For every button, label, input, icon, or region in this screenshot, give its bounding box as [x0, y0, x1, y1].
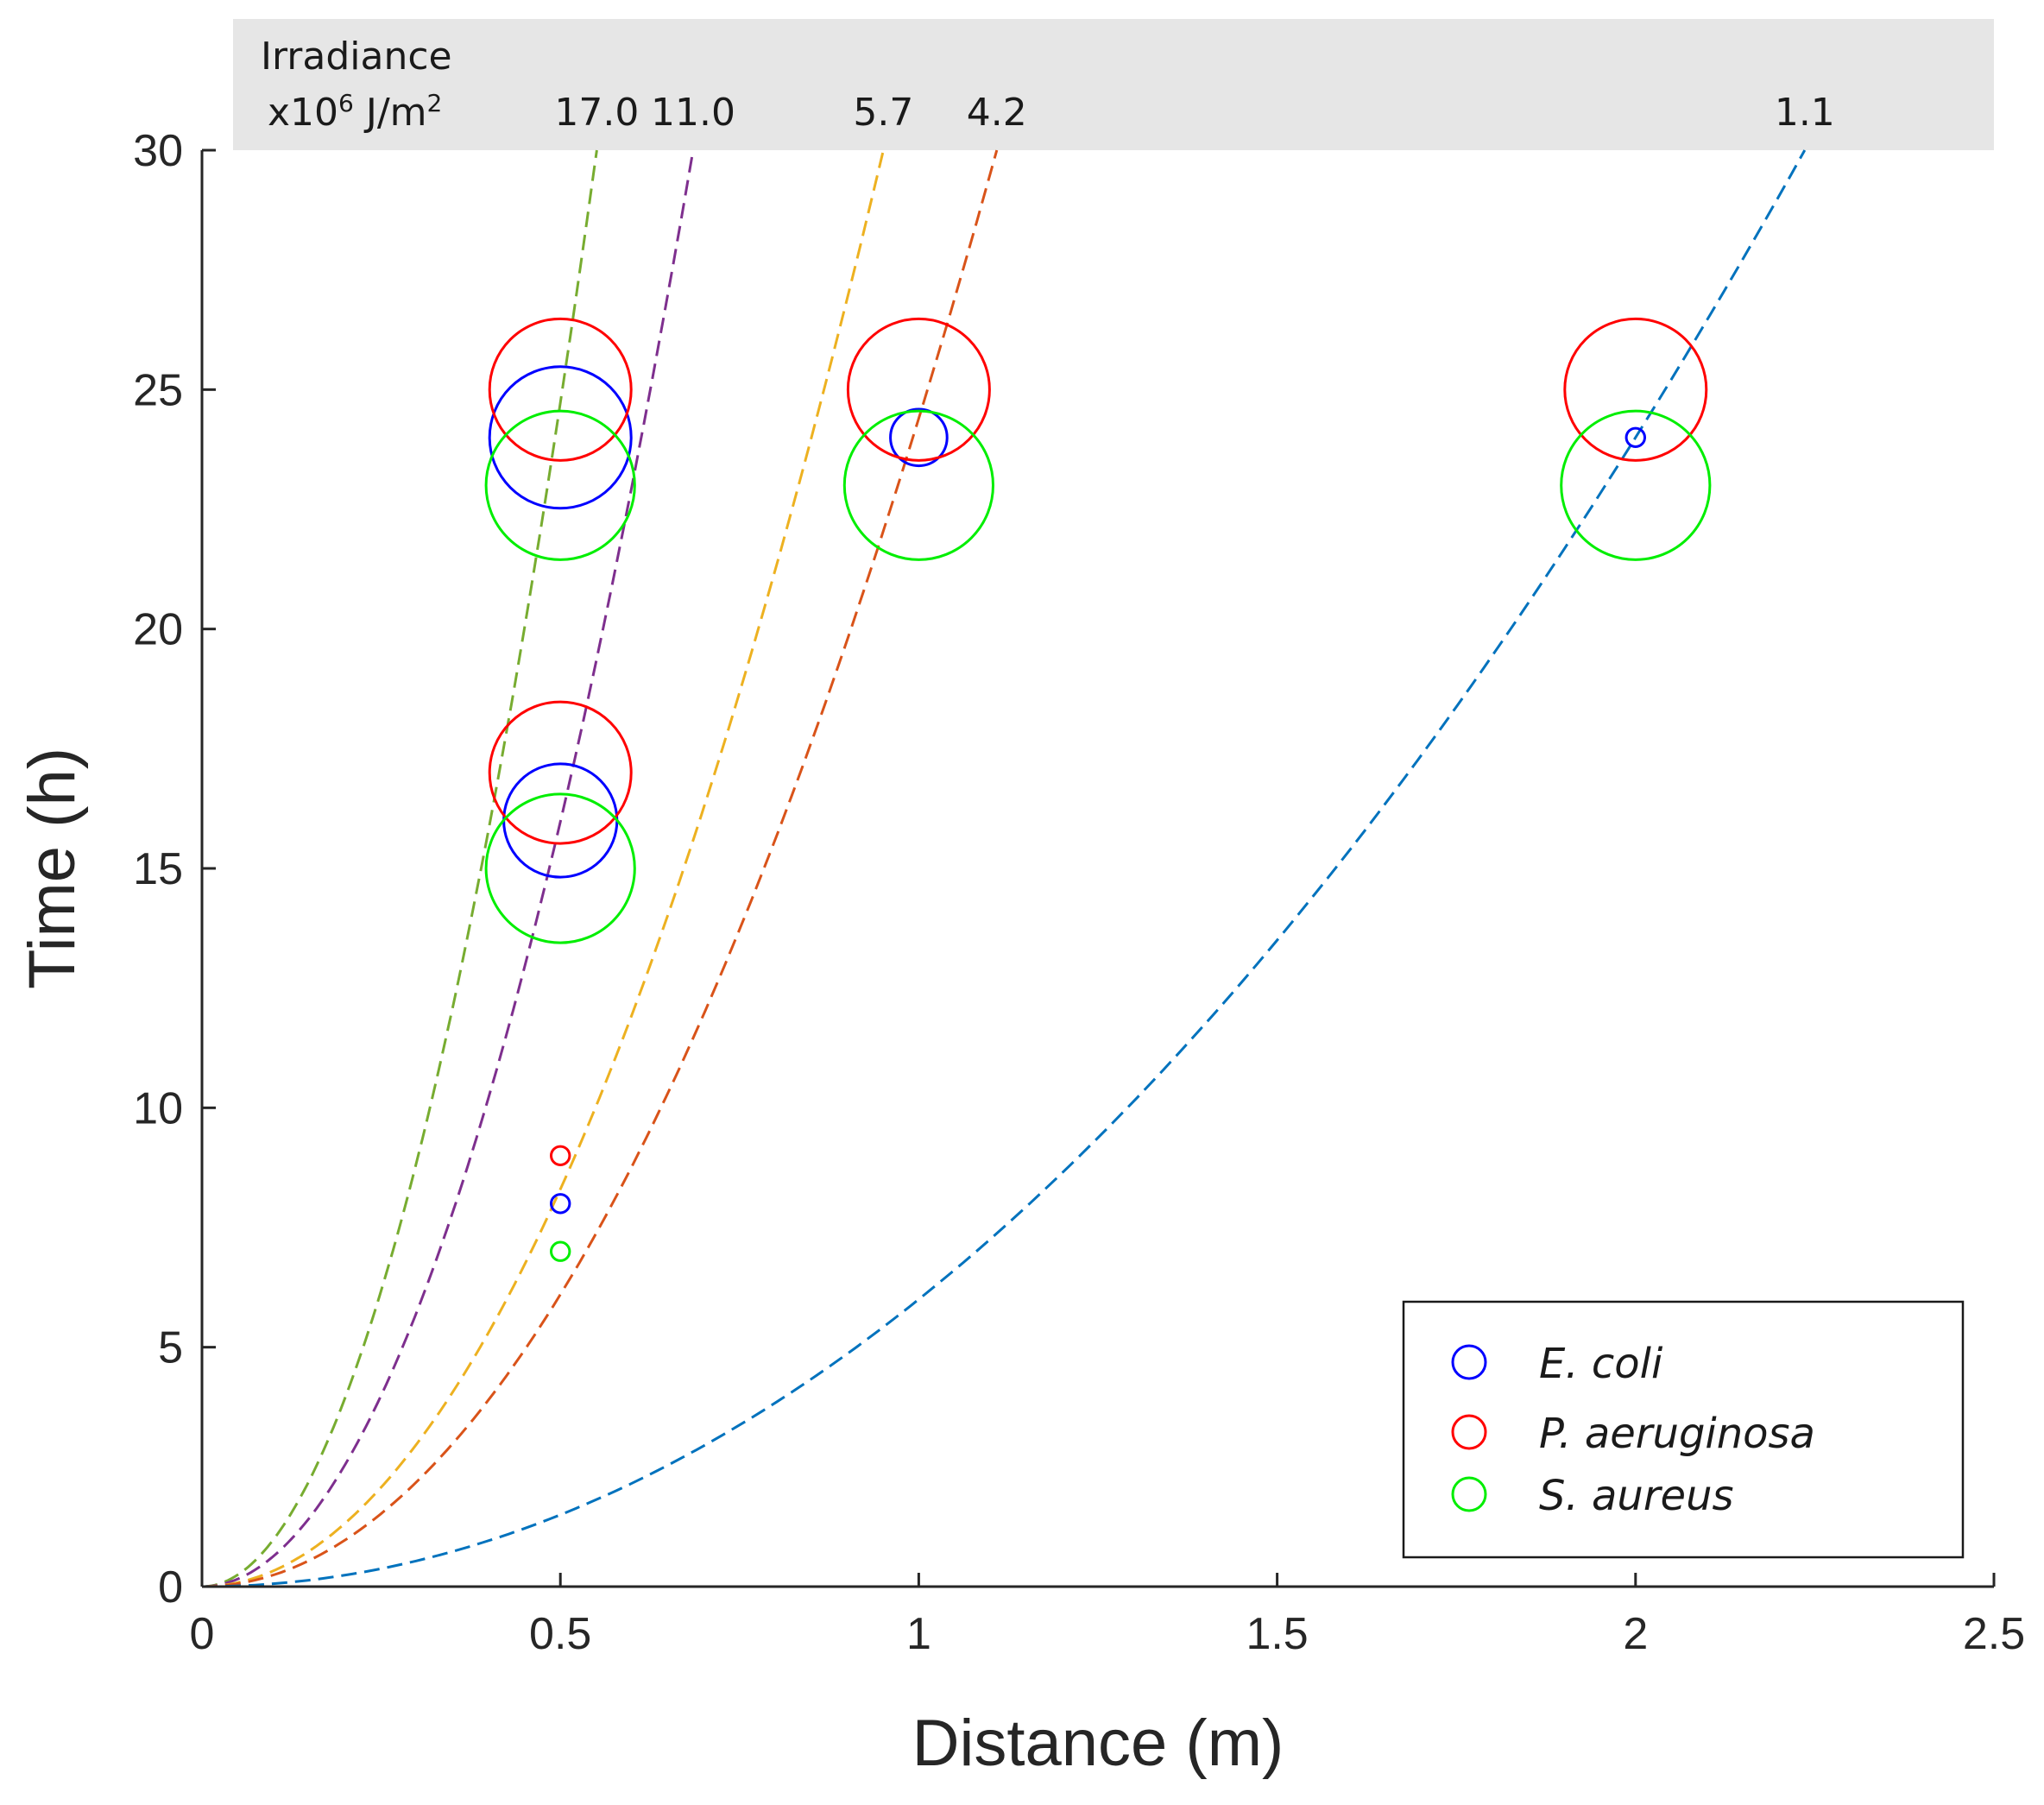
y-axis-title: Time (h): [16, 748, 89, 989]
marker-s-aureus: [550, 1240, 571, 1262]
legend-marker-e-coli: [1451, 1344, 1487, 1380]
y-tick-label: 20: [133, 605, 183, 655]
marker-e-coli: [889, 407, 949, 468]
legend-label-s-aureus: S. aureus: [1539, 1472, 1734, 1520]
irradiance-label: Irradiance: [261, 35, 452, 79]
legend-marker-p-aeruginosa: [1451, 1414, 1487, 1450]
curve-irradiance-11-0: [201, 149, 695, 1588]
marker-p-aeruginosa: [488, 700, 633, 845]
marker-s-aureus: [484, 792, 636, 944]
curve-irradiance-1-1: [201, 149, 1807, 1588]
irradiance-value-label: 4.2: [967, 91, 1027, 135]
marker-s-aureus: [484, 409, 636, 561]
x-axis-title: Distance (m): [912, 1707, 1284, 1780]
curves-layer: [201, 149, 1807, 1588]
irradiance-units-unit-exp: 2: [427, 89, 443, 117]
irradiance-header-band: [233, 19, 1994, 150]
marker-s-aureus: [842, 409, 995, 561]
y-tick-label: 10: [133, 1083, 183, 1133]
marker-e-coli: [488, 365, 633, 510]
x-tick-label: 1.5: [1246, 1609, 1308, 1659]
y-tick-label: 25: [133, 365, 183, 415]
markers-layer: [484, 317, 1712, 1262]
marker-s-aureus: [1560, 409, 1712, 561]
marker-p-aeruginosa: [846, 317, 991, 462]
irradiance-value-label: 11.0: [651, 91, 735, 135]
x-tick-label: 1: [906, 1609, 931, 1659]
x-ticks: 0 0.5 1 1.5 2 2.5: [190, 1573, 2025, 1659]
y-tick-label: 5: [158, 1323, 183, 1373]
y-tick-label: 15: [133, 844, 183, 894]
irradiance-value-label: 17.0: [554, 91, 639, 135]
marker-p-aeruginosa: [488, 317, 633, 462]
y-tick-label: 30: [133, 126, 183, 176]
curve-irradiance-17-0: [201, 149, 598, 1588]
legend-label-p-aeruginosa: P. aeruginosa: [1539, 1410, 1815, 1458]
marker-p-aeruginosa: [550, 1145, 571, 1167]
curve-irradiance-5-7: [201, 149, 885, 1588]
x-tick-label: 2.5: [1963, 1609, 2025, 1659]
irradiance-units-unit: J/m: [354, 91, 427, 135]
irradiance-values: 17.0 11.0 5.7 4.2 1.1: [554, 91, 1834, 135]
legend-marker-s-aureus: [1451, 1476, 1487, 1512]
irradiance-units-prefix: x10: [268, 91, 338, 135]
x-tick-label: 2: [1623, 1609, 1648, 1659]
marker-e-coli: [550, 1193, 571, 1215]
irradiance-units-exp: 6: [338, 89, 354, 117]
irradiance-units-label: x106 J/m2: [268, 89, 442, 135]
marker-p-aeruginosa: [1563, 317, 1708, 462]
legend: E. coli P. aeruginosa S. aureus: [1402, 1300, 1965, 1559]
x-tick-label: 0.5: [529, 1609, 591, 1659]
y-tick-label: 0: [158, 1562, 183, 1613]
x-tick-label: 0: [190, 1609, 215, 1659]
y-ticks: 0 5 10 15 20 25 30: [133, 126, 216, 1613]
irradiance-value-label: 1.1: [1775, 91, 1835, 135]
irradiance-value-label: 5.7: [853, 91, 913, 135]
legend-box: [1402, 1300, 1965, 1559]
legend-label-e-coli: E. coli: [1539, 1340, 1663, 1388]
curve-irradiance-4-2: [201, 149, 999, 1588]
marker-e-coli: [1624, 426, 1647, 448]
